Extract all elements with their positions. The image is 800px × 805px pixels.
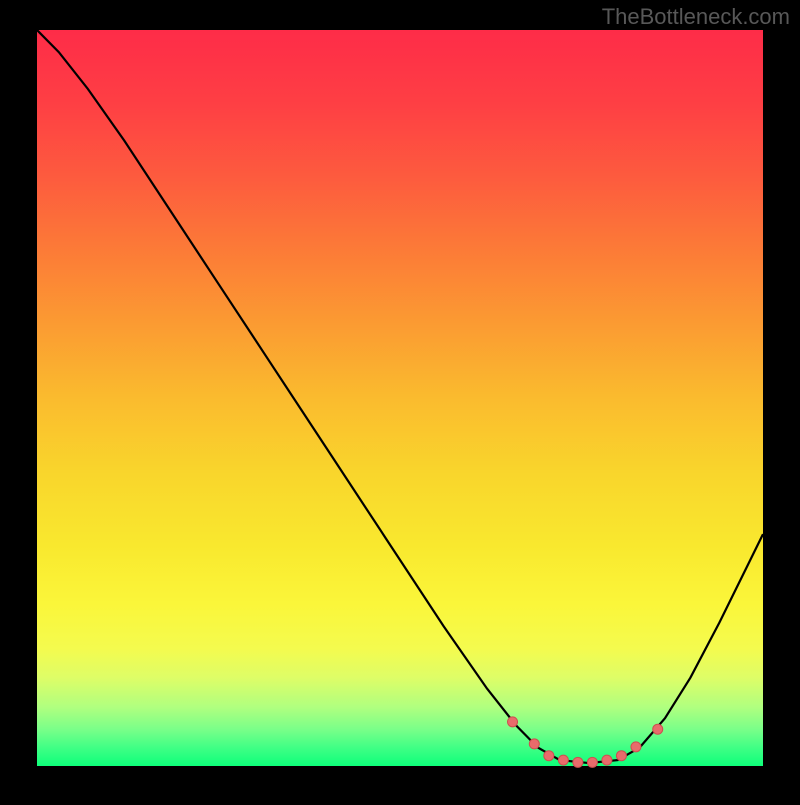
marker-point — [529, 739, 539, 749]
marker-point — [653, 724, 663, 734]
marker-point — [616, 751, 626, 761]
marker-point — [558, 755, 568, 765]
plot-background — [37, 30, 763, 766]
marker-point — [587, 757, 597, 767]
marker-point — [508, 717, 518, 727]
marker-point — [602, 755, 612, 765]
watermark-text: TheBottleneck.com — [602, 4, 790, 30]
bottleneck-chart — [0, 0, 800, 800]
marker-point — [544, 751, 554, 761]
marker-point — [631, 742, 641, 752]
marker-point — [573, 757, 583, 767]
